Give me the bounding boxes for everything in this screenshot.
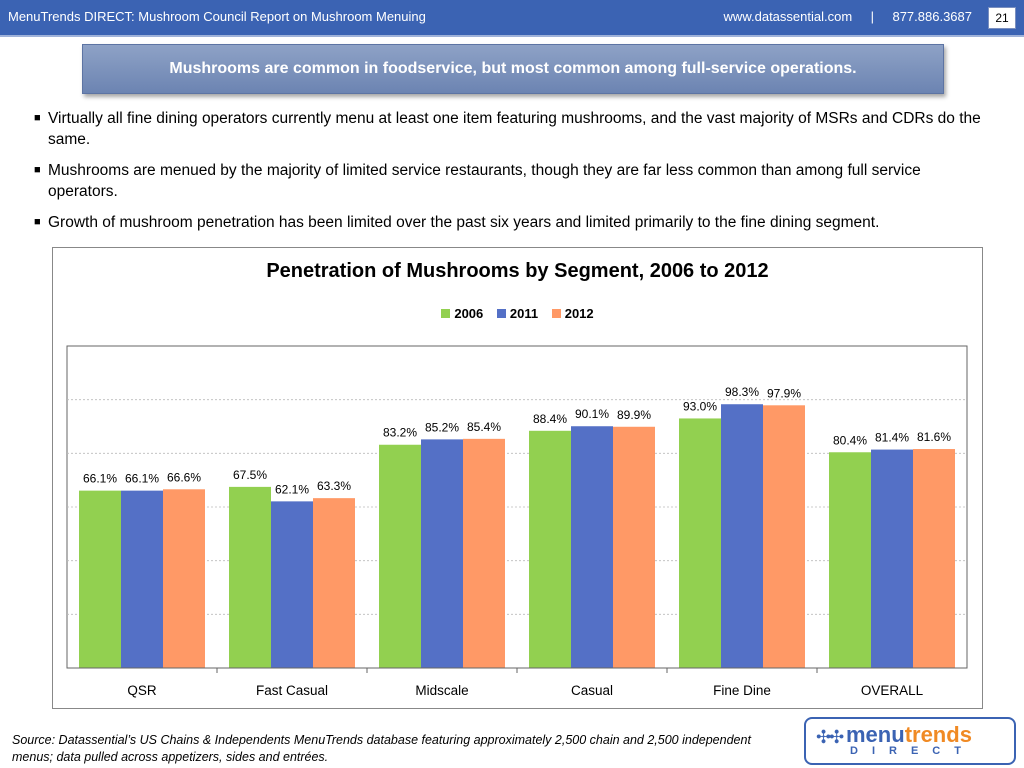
data-label: 90.1% bbox=[575, 407, 609, 421]
data-label: 67.5% bbox=[233, 468, 267, 482]
data-label: 83.2% bbox=[383, 426, 417, 440]
data-label: 81.6% bbox=[917, 430, 951, 444]
data-label: 85.4% bbox=[467, 420, 501, 434]
data-label: 66.1% bbox=[83, 472, 117, 486]
bar-2011-fine-dine bbox=[721, 404, 763, 668]
legend-swatch bbox=[496, 309, 506, 318]
data-label: 62.1% bbox=[275, 482, 309, 496]
legend-label: 2012 bbox=[564, 306, 594, 321]
bullet-icon: ■ bbox=[34, 164, 41, 176]
bullet-item: ■ Growth of mushroom penetration has been… bbox=[28, 212, 994, 233]
phone-number: 877.886.3687 bbox=[892, 9, 972, 24]
bar-2012-qsr bbox=[163, 489, 205, 668]
separator: | bbox=[870, 9, 875, 24]
bar-chart: 66.1% 66.1% 66.6% QSR 67.5% 62.1% 63.3% Fast Ca… bbox=[66, 345, 968, 698]
data-label: 97.9% bbox=[767, 386, 801, 400]
data-label: 85.2% bbox=[425, 420, 459, 434]
bar-2006-overall bbox=[829, 452, 871, 668]
x-tick-label: QSR bbox=[127, 683, 157, 698]
data-label: 80.4% bbox=[833, 433, 867, 447]
x-tick-label: Fine Dine bbox=[713, 683, 771, 698]
bullet-list: ■ Virtually all fine dining operators cur… bbox=[28, 108, 994, 243]
bar-2012-fine-dine bbox=[763, 405, 805, 668]
bullet-icon: ■ bbox=[34, 112, 41, 124]
bar-2012-fast-casual bbox=[313, 498, 355, 668]
legend-swatch bbox=[551, 309, 561, 318]
x-tick-label: OVERALL bbox=[861, 683, 924, 698]
bar-2006-casual bbox=[529, 430, 571, 668]
bullet-icon: ■ bbox=[34, 216, 41, 228]
bullet-text: Mushrooms are menued by the majority of … bbox=[48, 162, 921, 200]
bar-2006-qsr bbox=[79, 490, 121, 668]
source-note: Source: Datassential’s US Chains & Indep… bbox=[12, 733, 751, 764]
x-tick-label: Fast Casual bbox=[256, 683, 328, 698]
report-title: MenuTrends DIRECT: Mushroom Council Repo… bbox=[8, 9, 426, 24]
data-label: 66.1% bbox=[125, 472, 159, 486]
bar-2011-casual bbox=[571, 426, 613, 668]
data-label: 81.4% bbox=[875, 431, 909, 445]
bullet-text: Growth of mushroom penetration has been … bbox=[48, 214, 880, 231]
x-tick-label: Casual bbox=[571, 683, 613, 698]
data-label: 93.0% bbox=[683, 399, 717, 413]
bullet-text: Virtually all fine dining operators curr… bbox=[48, 110, 981, 148]
contact-info: www.datassential.com | 877.886.3687 bbox=[724, 9, 972, 24]
data-label: 89.9% bbox=[617, 408, 651, 422]
puzzle-icon: ✣✣ bbox=[816, 727, 844, 747]
bar-2011-midscale bbox=[421, 439, 463, 668]
website-link[interactable]: www.datassential.com bbox=[723, 9, 853, 24]
bar-2006-fast-casual bbox=[229, 486, 271, 668]
legend-swatch bbox=[441, 309, 451, 318]
legend-item-2011: 2011 bbox=[496, 306, 539, 321]
bar-2012-midscale bbox=[463, 438, 505, 668]
data-label: 98.3% bbox=[725, 385, 759, 399]
legend-item-2006: 2006 bbox=[441, 306, 483, 321]
chart-container: Penetration of Mushrooms by Segment, 200… bbox=[52, 247, 983, 709]
bar-2012-overall bbox=[913, 449, 955, 668]
data-label: 88.4% bbox=[533, 412, 567, 426]
logo-subtitle: DIRECT bbox=[850, 745, 975, 757]
bar-2012-casual bbox=[613, 426, 655, 668]
legend-item-2012: 2012 bbox=[551, 306, 594, 321]
chart-title: Penetration of Mushrooms by Segment, 200… bbox=[266, 260, 769, 282]
bar-2011-fast-casual bbox=[271, 501, 313, 668]
logo-wordmark: menutrends bbox=[846, 722, 972, 747]
bar-2006-fine-dine bbox=[679, 418, 721, 668]
menutrends-logo: ✣✣ menutrends DIRECT bbox=[804, 717, 1016, 765]
data-label: 66.6% bbox=[167, 470, 201, 484]
chart-legend: 2006 2011 2012 bbox=[53, 306, 982, 321]
slide-headline: Mushrooms are common in foodservice, but… bbox=[82, 44, 944, 94]
data-label: 63.3% bbox=[317, 479, 351, 493]
bar-2011-overall bbox=[871, 449, 913, 668]
header-bar: MenuTrends DIRECT: Mushroom Council Repo… bbox=[0, 0, 1024, 37]
bar-2011-qsr bbox=[121, 490, 163, 668]
bullet-item: ■ Virtually all fine dining operators cur… bbox=[28, 108, 994, 150]
bar-2006-midscale bbox=[379, 444, 421, 668]
legend-label: 2006 bbox=[454, 306, 484, 321]
page-number: 21 bbox=[988, 7, 1016, 29]
bullet-item: ■ Mushrooms are menued by the majority of… bbox=[28, 160, 994, 202]
x-tick-label: Midscale bbox=[415, 683, 468, 698]
legend-label: 2011 bbox=[509, 306, 539, 321]
